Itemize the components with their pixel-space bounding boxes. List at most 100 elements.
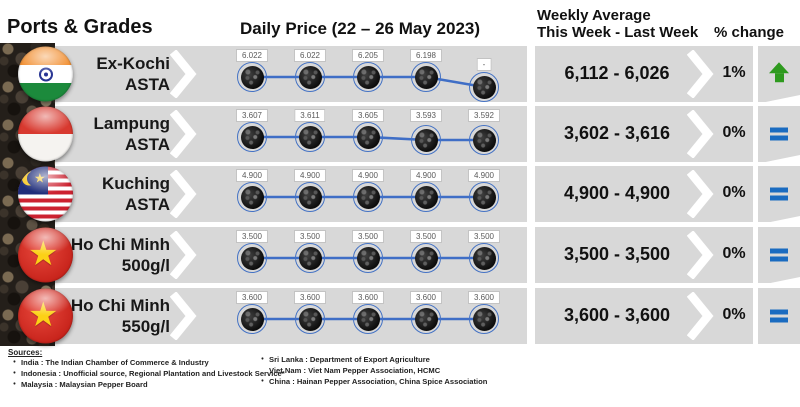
peppercorn-data-point (411, 243, 441, 273)
weekly-average-value: 3,500 - 3,500 (563, 244, 671, 264)
pct-change-value: 0% (722, 184, 746, 201)
port-name-line1: Ex-Kochi (96, 54, 170, 73)
trend-band (758, 106, 800, 162)
star-icon: ★ (28, 295, 59, 334)
trend-band (758, 166, 800, 222)
daily-price-sparkline: 6.022 6.022 6.205 6.198 - (200, 46, 527, 102)
bullet-icon: • (13, 359, 16, 366)
pct-change-value: 0% (722, 245, 746, 262)
vietnam-flag-icon: ★ (18, 288, 73, 344)
peppercorn-data-point (469, 125, 499, 155)
peppercorn-data-point (295, 304, 325, 334)
peppercorn-icon (356, 307, 380, 331)
data-point-label: 4.900 (351, 169, 385, 182)
peppercorn-data-point (469, 182, 499, 212)
weekly-band: 4,900 - 4,900 0% (535, 166, 753, 222)
data-point-label: 6.198 (409, 49, 443, 62)
weekly-average-value: 3,600 - 3,600 (563, 305, 671, 325)
trend-band (758, 46, 800, 102)
port-name: Ho Chi Minh 550g/l (62, 295, 170, 337)
port-name: Ho Chi Minh 500g/l (62, 234, 170, 276)
port-grade: ASTA (124, 75, 170, 94)
port-grade: ASTA (124, 195, 170, 214)
peppercorn-data-point (295, 62, 325, 92)
trend-band (758, 288, 800, 344)
chevron-right-icon (170, 110, 197, 158)
peppercorn-icon (240, 307, 264, 331)
port-chart-band (55, 46, 527, 102)
peppercorn-data-point (353, 122, 383, 152)
weekly-average-value: 6,112 - 6,026 (564, 63, 670, 83)
chevron-right-icon (170, 292, 197, 340)
trend-band (758, 227, 800, 283)
peppercorn-icon (356, 125, 380, 149)
port-name-line1: Lampung (93, 114, 171, 133)
port-chart-band (55, 227, 527, 283)
trend-equal-icon (770, 187, 788, 201)
peppercorn-icon (298, 185, 322, 209)
price-row: 3,600 - 3,600 0% Ho Chi Minh 550g/l ★ 3.… (0, 277, 800, 344)
port-name: Kuching ASTA (62, 173, 170, 215)
port-name: Ex-Kochi ASTA (62, 53, 170, 95)
price-row: 4,900 - 4,900 0% Kuching ASTA ★ 4.900 4.9… (0, 155, 800, 222)
peppercorn-icon (298, 125, 322, 149)
peppercorn-icon (472, 75, 496, 99)
chevron-right-icon (687, 170, 714, 218)
pct-change-value: 0% (722, 306, 746, 323)
peppercorn-data-point (295, 122, 325, 152)
data-point-label: 3.600 (409, 291, 443, 304)
chevron-right-icon (170, 170, 197, 218)
peppercorn-data-point (353, 182, 383, 212)
indonesia-flag-icon (18, 106, 73, 162)
data-point-label: 3.600 (467, 291, 501, 304)
bullet-icon (256, 365, 269, 376)
peppercorn-icon (240, 65, 264, 89)
peppercorn-icon (240, 246, 264, 270)
ashoka-chakra-icon (38, 67, 53, 81)
weekly-band: 3,602 - 3,616 0% (535, 106, 753, 162)
sources-label: Sources: (8, 348, 43, 357)
bullet-icon: • (13, 370, 16, 377)
peppercorn-icon (472, 128, 496, 152)
port-chart-band (55, 166, 527, 222)
port-name: Lampung ASTA (62, 113, 171, 155)
peppercorn-data-point (237, 243, 267, 273)
trend-equal-icon (770, 309, 788, 323)
peppercorn-icon (298, 246, 322, 270)
pct-change-value: 0% (722, 124, 746, 141)
source-item: Viet Nam : Viet Nam Pepper Association, … (256, 365, 487, 376)
data-point-label: - (476, 58, 492, 71)
peppercorn-data-point (353, 304, 383, 334)
source-item: • Indonesia : Unofficial source, Regional… (8, 368, 285, 379)
data-point-label: 3.500 (467, 230, 501, 243)
peppercorn-icon (414, 246, 438, 270)
star-icon: ★ (28, 234, 59, 273)
peppercorn-data-point (237, 182, 267, 212)
data-point-label: 3.605 (351, 109, 385, 122)
data-point-label: 4.900 (293, 169, 327, 182)
source-text: Malaysia : Malaysian Pepper Board (21, 380, 148, 389)
peppercorn-data-point (469, 243, 499, 273)
peppercorn-icon (472, 185, 496, 209)
trend-equal-icon (770, 248, 788, 262)
peppercorn-data-point (353, 62, 383, 92)
peppercorn-icon (472, 307, 496, 331)
source-text: Indonesia : Unofficial source, Regional … (21, 369, 285, 378)
peppercorn-data-point (353, 243, 383, 273)
peppercorn-icon (298, 307, 322, 331)
malaysia-flag-icon: ★ (18, 166, 73, 222)
source-text: India : The Indian Chamber of Commerce &… (21, 358, 209, 367)
crescent-icon (22, 171, 39, 186)
port-grade: ASTA (124, 135, 170, 154)
weekly-band: 3,600 - 3,600 0% (535, 288, 753, 344)
data-point-label: 3.500 (351, 230, 385, 243)
daily-price-header: Daily Price (22 – 26 May 2023) (239, 19, 481, 38)
data-point-label: 3.500 (409, 230, 443, 243)
bullet-icon: • (261, 356, 264, 363)
data-point-label: 4.900 (235, 169, 269, 182)
data-point-label: 4.900 (467, 169, 501, 182)
data-point-label: 3.500 (293, 230, 327, 243)
peppercorn-data-point (411, 125, 441, 155)
peppercorn-data-point (237, 122, 267, 152)
daily-price-sparkline: 4.900 4.900 4.900 4.900 4.900 (200, 166, 527, 222)
